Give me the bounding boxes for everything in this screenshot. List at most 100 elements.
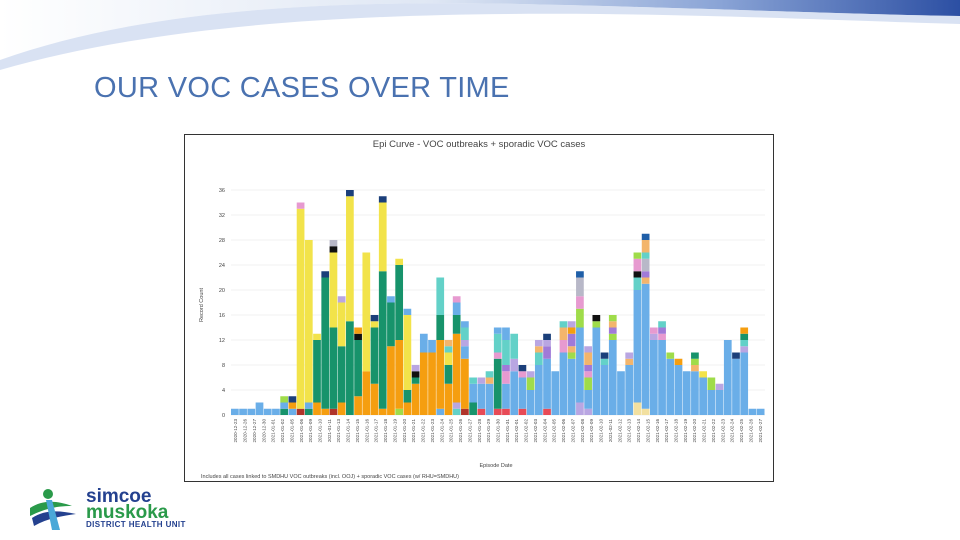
bar-segment (526, 390, 535, 415)
bar-stack (526, 371, 535, 415)
bar-segment (452, 333, 461, 403)
bar-segment (502, 327, 510, 340)
bar-segment (370, 321, 379, 328)
bar-segment (485, 371, 494, 378)
bar-stack (551, 371, 560, 415)
bar-segment (666, 352, 675, 359)
bar-segment (658, 340, 666, 415)
bar-stack (485, 371, 494, 415)
bar-stack (756, 408, 765, 415)
x-axis-label: Episode Date (479, 463, 512, 469)
x-tick-label: 2021-01-02 (280, 419, 285, 443)
bar-segment (477, 383, 486, 409)
x-tick-label: 2021-01-21 (411, 419, 416, 443)
bar-segment (395, 265, 404, 340)
x-tick-label: 2021-01-31 (505, 419, 510, 443)
bar-stack (699, 371, 707, 415)
bar-segment (576, 327, 584, 403)
bar-segment (584, 390, 592, 409)
bar-segment (288, 402, 297, 409)
x-tick-label: 2021-01-17 (374, 419, 379, 443)
bar-segment (682, 371, 691, 415)
bar-segment (543, 346, 551, 359)
bar-stack (682, 371, 691, 415)
bar-segment (502, 371, 510, 384)
bar-segment (280, 396, 289, 403)
bar-segment (378, 271, 387, 403)
bar-segment (551, 371, 560, 415)
bar-segment (452, 402, 461, 409)
bar-segment (699, 371, 707, 378)
bar-segment (477, 377, 486, 384)
bar-stack (461, 321, 469, 415)
bar-segment (337, 402, 346, 415)
bar-segment (559, 352, 568, 415)
bar-stack (723, 340, 732, 415)
bar-segment (493, 408, 502, 415)
bar-stack (715, 383, 724, 415)
bar-segment (567, 358, 576, 415)
bar-segment (280, 402, 289, 409)
bar-segment (485, 377, 494, 384)
bar-segment (649, 333, 658, 340)
x-tick-label: 2021-02-25 (739, 419, 744, 443)
bar-segment (378, 402, 387, 409)
bar-segment (387, 302, 395, 347)
health-unit-logo-icon (30, 489, 76, 530)
bar-segment (600, 352, 609, 359)
bar-segment (559, 321, 568, 328)
bar-segment (461, 327, 469, 340)
x-tick-label: 2021-02-03 (533, 419, 538, 443)
bar-stack (362, 252, 371, 415)
bar-segment (272, 408, 280, 415)
bar-segment (346, 190, 354, 197)
bar-segment (707, 377, 716, 390)
y-axis-ticks: 0 4 8 12 16 20 24 28 32 36 (219, 188, 225, 419)
bar-segment (502, 408, 510, 415)
bar-segment (510, 371, 519, 415)
bar-segment (707, 390, 716, 415)
bar-stack (600, 352, 609, 415)
bar-stack (288, 396, 297, 415)
bar-segment (633, 290, 642, 403)
bar-segment (510, 358, 519, 372)
bar-segment (592, 321, 601, 328)
bar-segment (567, 352, 576, 359)
x-tick-label: 2021-01-25 (449, 419, 454, 443)
bar-stack (477, 377, 486, 415)
bar-segment (288, 408, 297, 415)
bar-segment (313, 340, 321, 403)
bar-segment (436, 277, 445, 315)
bar-segment (518, 365, 527, 372)
bar-segment (411, 377, 420, 384)
x-tick-label: 2021-02-08 (580, 419, 585, 443)
bar-stack (625, 352, 634, 415)
bar-segment (534, 352, 543, 365)
y-tick-label: 12 (219, 338, 225, 344)
bar-segment (740, 340, 749, 347)
y-tick-label: 16 (219, 313, 225, 319)
bar-segment (559, 327, 568, 340)
bar-segment (658, 327, 666, 334)
bar-stack (674, 358, 683, 415)
x-tick-label: 2021-01-10 (318, 419, 323, 443)
bar-segment (608, 340, 617, 415)
bar-segment (543, 358, 551, 409)
bar-segment (362, 252, 371, 372)
bar-segment (436, 408, 445, 415)
bar-stack (534, 340, 543, 415)
x-tick-label: 2021-02-22 (711, 419, 716, 443)
bar-segment (592, 315, 601, 322)
y-tick-label: 32 (219, 213, 225, 219)
bar-stack (296, 202, 305, 415)
bar-stack (247, 408, 256, 415)
bar-segment (633, 252, 642, 259)
bar-stack (444, 340, 453, 415)
bar-segment (461, 408, 469, 415)
bar-segment (346, 196, 354, 322)
chart-bars (231, 190, 765, 415)
bar-stack (641, 233, 650, 415)
bar-segment (362, 371, 371, 415)
bar-stack (313, 333, 321, 415)
bar-segment (255, 402, 264, 415)
